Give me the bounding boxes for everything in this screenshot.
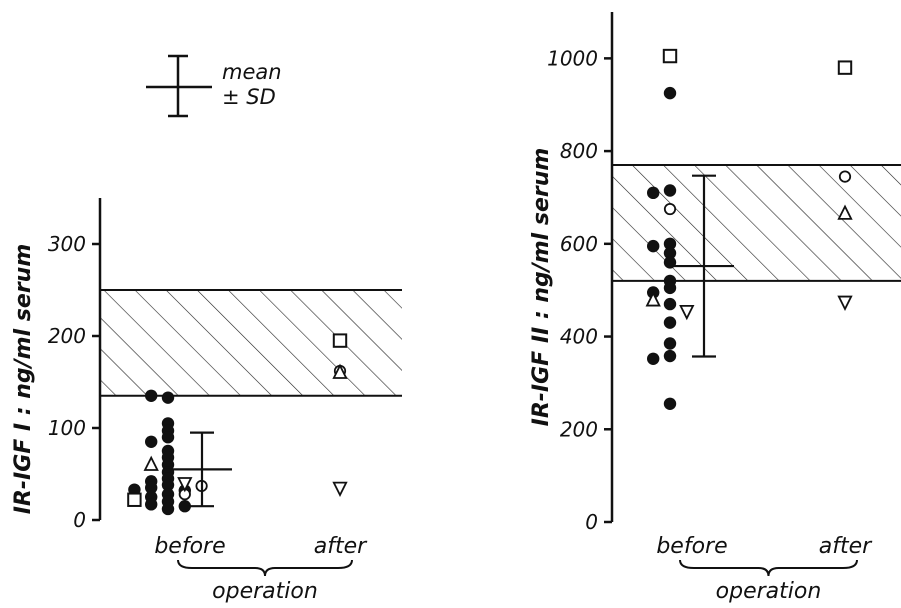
igf2-mean-sd-bar — [666, 174, 734, 358]
y-tick-label: 400 — [560, 325, 598, 349]
data-point-filled-circle — [145, 435, 158, 448]
igf1-mean-sd-bar — [164, 431, 232, 508]
data-point-filled-circle — [145, 389, 158, 402]
data-point-open-triangle-down — [332, 481, 348, 498]
data-point-open-triangle — [332, 363, 348, 379]
data-point-open-triangle — [645, 291, 661, 307]
data-point-filled-circle — [663, 281, 677, 295]
data-point-open-triangle-down — [177, 477, 193, 493]
legend-sd-text: ± SD — [222, 85, 276, 109]
y-tick-label: 300 — [48, 232, 86, 256]
igf2-operation-brace — [679, 559, 858, 577]
legend: mean ± SD — [146, 54, 282, 118]
data-point-open-triangle — [837, 204, 853, 220]
data-point-open-square — [332, 333, 348, 348]
data-point-filled-circle — [647, 239, 660, 253]
data-point-filled-circle — [663, 246, 677, 260]
data-point-open-triangle — [143, 455, 159, 471]
y-tick-label: 200 — [48, 324, 86, 348]
data-point-filled-circle — [145, 498, 158, 511]
igf2-panel: 0 200 400 600 800 1000 IR-IGF II : ng/ml seru… — [529, 12, 901, 604]
data-point-filled-circle — [663, 237, 677, 251]
igf1-data-points — [127, 333, 348, 516]
data-point-open-square — [127, 492, 142, 507]
data-point-filled-circle — [663, 397, 677, 410]
y-tick-label: 600 — [560, 232, 598, 256]
y-tick-label: 1000 — [547, 46, 598, 70]
igf1-category-before: before — [154, 534, 225, 559]
data-point-filled-circle — [663, 337, 677, 350]
data-point-open-triangle-down — [679, 304, 695, 321]
igf1-category-after: after — [314, 534, 368, 559]
igf2-y-axis-label: IR-IGF II : ng/ml serum — [529, 148, 554, 427]
data-point-filled-circle — [663, 86, 677, 100]
igf1-operation-brace — [177, 559, 353, 577]
igf1-normal-range-band — [100, 290, 402, 396]
igf1-panel: 0 100 200 300 IR-IGF I : ng/ml serum before… — [11, 198, 402, 604]
igf1-group-label: operation — [212, 579, 318, 604]
igf2-category-after: after — [819, 534, 873, 559]
y-tick-label: 0 — [73, 508, 86, 532]
data-point-filled-circle — [161, 478, 175, 492]
data-point-filled-circle — [663, 297, 677, 311]
data-point-filled-circle — [647, 352, 660, 365]
igf2-group-label: operation — [716, 579, 822, 604]
igf1-y-axis-label: IR-IGF I : ng/ml serum — [11, 244, 36, 515]
legend-mean-text: mean — [222, 60, 282, 84]
data-point-filled-circle — [145, 481, 158, 494]
igf2-category-before: before — [656, 534, 727, 559]
data-point-filled-circle — [178, 500, 191, 513]
y-tick-label: 100 — [48, 416, 86, 440]
data-point-filled-circle — [663, 349, 677, 363]
data-point-filled-circle — [161, 502, 175, 516]
data-point-open-circle — [663, 202, 677, 216]
data-point-filled-circle — [161, 391, 175, 404]
y-tick-label: 200 — [560, 417, 598, 441]
data-point-open-square — [662, 48, 678, 64]
data-point-filled-circle — [647, 186, 660, 200]
y-tick-label: 0 — [585, 510, 598, 534]
data-point-filled-circle — [663, 184, 677, 197]
mean-sd-legend-symbol — [146, 54, 212, 118]
igf2-y-ticks: 0 200 400 600 800 1000 — [547, 46, 612, 534]
igf2-normal-range-band — [612, 165, 901, 281]
igf1-y-ticks: 0 100 200 300 — [48, 232, 100, 532]
data-point-open-circle — [838, 170, 852, 183]
data-point-open-square — [837, 60, 853, 75]
data-point-filled-circle — [161, 431, 175, 444]
data-point-open-triangle-down — [837, 295, 853, 311]
y-tick-label: 800 — [560, 139, 598, 163]
data-point-filled-circle — [663, 316, 677, 329]
